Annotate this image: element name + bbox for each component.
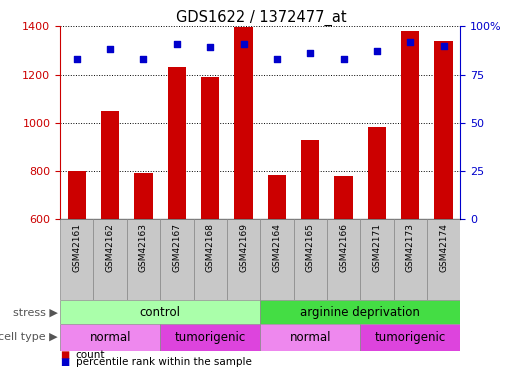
Point: [339, 56, 348, 62]
Text: control: control: [140, 306, 180, 319]
Bar: [168, 67, 186, 219]
Bar: [401, 31, 419, 219]
Text: GSM42168: GSM42168: [206, 224, 214, 272]
Text: arginine deprivation: arginine deprivation: [300, 306, 420, 319]
Bar: [260, 300, 460, 324]
Text: GSM42161: GSM42161: [72, 224, 81, 272]
Bar: [60, 324, 160, 351]
Bar: [201, 77, 219, 219]
Bar: [394, 219, 427, 300]
Point: [206, 45, 214, 51]
Bar: [260, 324, 360, 351]
Point: [272, 56, 281, 62]
Text: GSM42167: GSM42167: [173, 224, 181, 272]
Point: [406, 39, 414, 45]
Point: [173, 40, 181, 46]
Text: ■: ■: [60, 357, 70, 367]
Point: [439, 42, 448, 48]
Point: [373, 48, 381, 54]
Bar: [227, 219, 260, 300]
Point: [306, 50, 314, 56]
Text: GSM42164: GSM42164: [272, 224, 281, 272]
Bar: [427, 219, 460, 300]
Text: GSM42173: GSM42173: [406, 224, 415, 272]
Text: GSM42162: GSM42162: [106, 224, 115, 272]
Text: cell type ▶: cell type ▶: [0, 333, 58, 342]
Bar: [94, 219, 127, 300]
Bar: [60, 300, 260, 324]
Bar: [334, 176, 353, 219]
Text: normal: normal: [289, 331, 331, 344]
Bar: [360, 219, 393, 300]
Bar: [268, 175, 286, 219]
Bar: [301, 140, 320, 219]
Bar: [160, 324, 260, 351]
Bar: [368, 127, 386, 219]
Text: GSM42171: GSM42171: [372, 224, 381, 272]
Text: GSM42174: GSM42174: [439, 224, 448, 272]
Text: GDS1622 / 1372477_at: GDS1622 / 1372477_at: [176, 9, 347, 26]
Text: tumorigenic: tumorigenic: [175, 331, 246, 344]
Bar: [127, 219, 160, 300]
Point: [139, 56, 147, 62]
Text: stress ▶: stress ▶: [13, 307, 58, 317]
Text: GSM42166: GSM42166: [339, 224, 348, 272]
Bar: [134, 173, 153, 219]
Bar: [360, 324, 460, 351]
Text: GSM42165: GSM42165: [306, 224, 315, 272]
Point: [240, 40, 248, 46]
Text: tumorigenic: tumorigenic: [374, 331, 446, 344]
Bar: [194, 219, 227, 300]
Text: ■: ■: [60, 350, 70, 360]
Text: GSM42169: GSM42169: [239, 224, 248, 272]
Text: count: count: [76, 350, 105, 360]
Bar: [101, 111, 119, 219]
Text: GSM42163: GSM42163: [139, 224, 148, 272]
Text: normal: normal: [89, 331, 131, 344]
Bar: [160, 219, 194, 300]
Bar: [435, 41, 453, 219]
Point: [106, 46, 115, 53]
Bar: [293, 219, 327, 300]
Text: percentile rank within the sample: percentile rank within the sample: [76, 357, 252, 367]
Bar: [260, 219, 293, 300]
Bar: [67, 171, 86, 219]
Point: [73, 56, 81, 62]
Bar: [234, 27, 253, 219]
Bar: [60, 219, 94, 300]
Bar: [327, 219, 360, 300]
